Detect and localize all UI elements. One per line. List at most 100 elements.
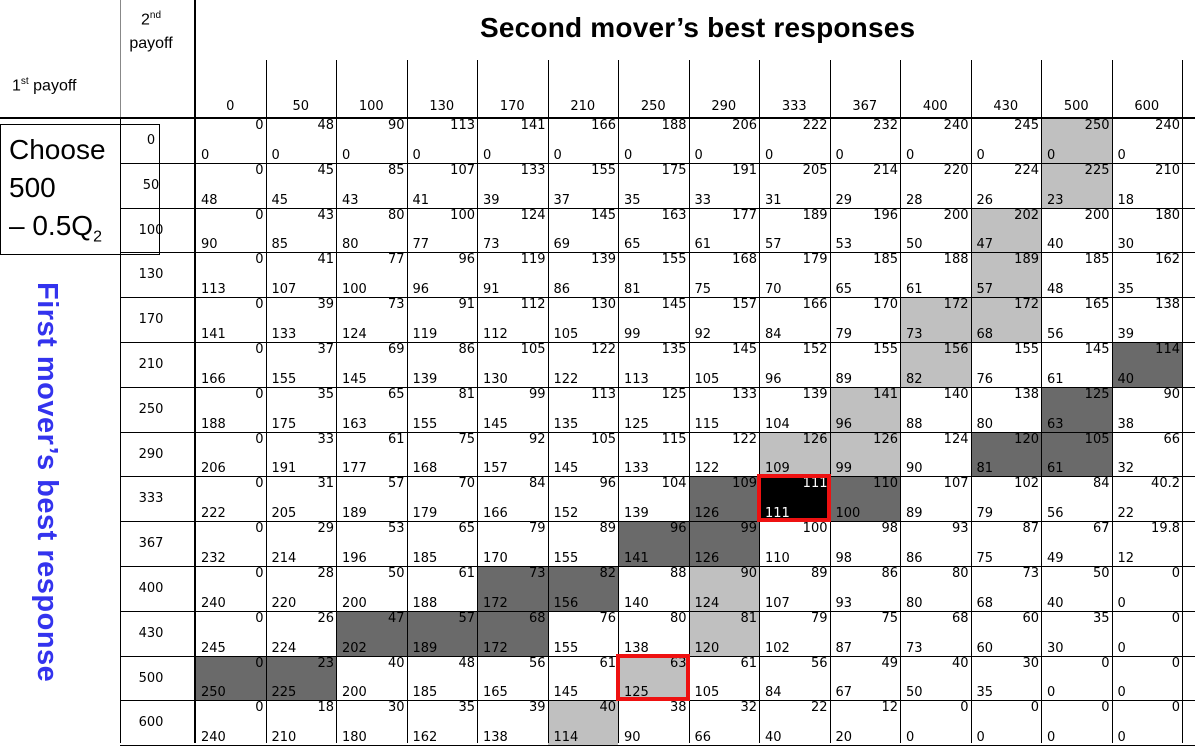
column-header: 50 bbox=[292, 99, 310, 114]
payoff-cell: 99 126 bbox=[688, 521, 759, 566]
second-payoff-value: 29 bbox=[317, 521, 334, 537]
payoff-cell: 111 111 bbox=[759, 476, 830, 522]
second-payoff-value: 84 bbox=[528, 476, 546, 492]
first-payoff-value: 180 bbox=[342, 730, 367, 746]
row-divider bbox=[120, 208, 1195, 209]
second-payoff-value: 73 bbox=[387, 297, 405, 313]
second-payoff-value: 81 bbox=[458, 386, 475, 402]
payoff-cell: 0 166 bbox=[195, 342, 266, 387]
payoff-cell: 105 61 bbox=[1041, 431, 1112, 477]
first-payoff-value: 0 bbox=[765, 147, 774, 163]
payoff-cell: 122 122 bbox=[689, 432, 760, 477]
payoff-cell: 162 35 bbox=[1112, 252, 1183, 297]
first-payoff-value: 35 bbox=[1117, 282, 1135, 298]
first-payoff-value: 214 bbox=[271, 550, 297, 566]
payoff-cell: 65 163 bbox=[336, 387, 407, 432]
second-payoff-value: 141 bbox=[873, 386, 898, 402]
second-payoff-value: 47 bbox=[387, 610, 405, 626]
first-payoff-value: 196 bbox=[342, 550, 367, 566]
second-payoff-value: 63 bbox=[669, 655, 687, 671]
first-payoff-value: 39 bbox=[1117, 326, 1135, 342]
first-payoff-value: 18 bbox=[1117, 192, 1135, 208]
payoff-cell: 79 102 bbox=[759, 611, 830, 656]
payoff-cell: 232 0 bbox=[830, 118, 901, 163]
row-header: 430 bbox=[138, 625, 164, 641]
second-payoff-value: 90 bbox=[1163, 386, 1180, 402]
first-payoff-value: 175 bbox=[271, 416, 297, 432]
second-payoff-value: 80 bbox=[387, 207, 405, 223]
payoff-cell: 73 124 bbox=[336, 297, 407, 342]
payoff-cell: 38 90 bbox=[618, 700, 689, 745]
first-payoff-value: 140 bbox=[624, 595, 649, 611]
payoff-cell: 140 88 bbox=[900, 387, 971, 432]
first-payoff-value: 240 bbox=[201, 595, 226, 611]
first-payoff-value: 177 bbox=[342, 461, 367, 477]
payoff-cell: 107 89 bbox=[900, 476, 971, 521]
payoff-cell: 168 75 bbox=[689, 252, 760, 297]
second-payoff-value: 140 bbox=[943, 386, 969, 402]
row-header: 50 bbox=[142, 177, 160, 193]
first-payoff-value: 225 bbox=[271, 685, 297, 701]
row-header: 100 bbox=[138, 222, 164, 238]
second-payoff-value: 141 bbox=[520, 118, 546, 133]
second-payoff-value: 0 bbox=[255, 297, 264, 313]
column-header: 400 bbox=[922, 99, 948, 114]
payoff-cell: 133 115 bbox=[689, 387, 760, 432]
column-header: 170 bbox=[499, 99, 525, 114]
second-payoff-value: 35 bbox=[1092, 610, 1110, 626]
second-payoff-value: 43 bbox=[317, 207, 334, 223]
payoff-cell: 68 172 bbox=[477, 610, 548, 656]
second-payoff-value: 135 bbox=[661, 342, 687, 357]
first-payoff-value: 32 bbox=[1117, 461, 1135, 477]
first-payoff-sup: st bbox=[20, 76, 29, 87]
second-payoff-value: 75 bbox=[881, 610, 898, 626]
second-payoff-value: 96 bbox=[458, 252, 475, 268]
payoff-cell: 172 68 bbox=[970, 297, 1041, 342]
first-payoff-value: 31 bbox=[765, 192, 782, 208]
second-payoff-value: 70 bbox=[458, 476, 475, 492]
second-payoff-value: 163 bbox=[661, 207, 687, 223]
second-payoff-value: 166 bbox=[802, 297, 828, 313]
first-payoff-value: 191 bbox=[271, 461, 297, 477]
second-payoff-value: 91 bbox=[458, 297, 475, 313]
payoff-cell: 214 29 bbox=[830, 163, 901, 208]
second-payoff-value: 77 bbox=[387, 252, 405, 268]
second-payoff-value: 73 bbox=[1022, 566, 1039, 581]
payoff-cell: 141 96 bbox=[829, 386, 900, 432]
first-payoff-value: 29 bbox=[835, 192, 853, 208]
first-payoff-value: 0 bbox=[976, 730, 985, 746]
first-payoff-value: 80 bbox=[342, 237, 359, 253]
payoff-cell: 80 138 bbox=[618, 611, 689, 656]
second-payoff-value: 115 bbox=[661, 431, 687, 447]
second-payoff-value: 0 bbox=[1171, 700, 1180, 716]
first-payoff-value: 124 bbox=[342, 326, 367, 342]
first-payoff-value: 81 bbox=[976, 461, 994, 477]
payoff-cell: 81 155 bbox=[407, 387, 478, 432]
first-payoff-value: 109 bbox=[765, 461, 790, 477]
first-payoff-value: 45 bbox=[271, 192, 289, 208]
first-payoff-value: 0 bbox=[1117, 640, 1126, 656]
column-header: 500 bbox=[1063, 99, 1089, 114]
second-payoff-value: 155 bbox=[661, 252, 687, 268]
payoff-cell: 96 152 bbox=[548, 476, 619, 521]
payoff-cell: 206 0 bbox=[689, 118, 760, 163]
second-payoff-value: 26 bbox=[317, 610, 334, 626]
payoff-cell: 84 56 bbox=[1041, 476, 1112, 521]
column-divider bbox=[759, 60, 760, 743]
second-payoff-value: 165 bbox=[1084, 297, 1110, 313]
second-payoff-value: 84 bbox=[1092, 476, 1110, 492]
choose-formula-box: Choose 500 – 0.5Q2 bbox=[0, 124, 160, 255]
second-payoff-value: 0 bbox=[255, 476, 264, 492]
second-payoff-value: 0 bbox=[255, 386, 264, 402]
column-header: 600 bbox=[1134, 99, 1160, 114]
payoff-cell: 61 188 bbox=[407, 566, 478, 611]
second-payoff-value: 126 bbox=[802, 431, 828, 447]
column-header: 130 bbox=[429, 99, 455, 114]
second-payoff-value: 188 bbox=[943, 252, 969, 268]
first-payoff-value: 166 bbox=[201, 371, 226, 387]
second-payoff-value: 222 bbox=[802, 118, 828, 133]
first-payoff-value: 220 bbox=[271, 595, 297, 611]
payoff-cell: 61 145 bbox=[548, 656, 619, 701]
first-payoff-value: 0 bbox=[412, 147, 421, 163]
first-payoff-value: 96 bbox=[765, 371, 782, 387]
